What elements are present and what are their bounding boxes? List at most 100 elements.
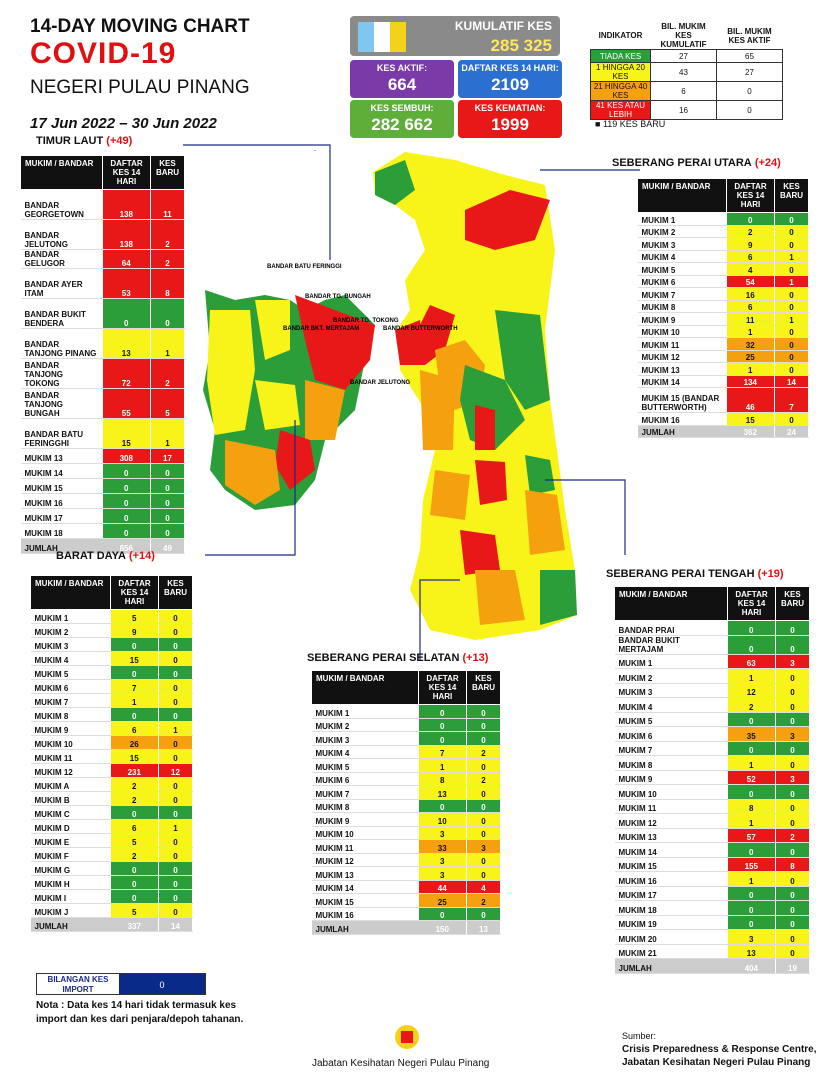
daftar-value: 134	[726, 375, 775, 388]
mukim-name: MUKIM 20	[614, 929, 728, 945]
baru-value: 0	[158, 707, 193, 722]
mukim-name: MUKIM 3	[637, 237, 727, 251]
mukim-name: MUKIM 11	[30, 749, 111, 764]
baru-value: 0	[774, 412, 809, 426]
baru-value: 0	[158, 665, 193, 680]
footer-agency: Jabatan Kesihatan Negeri Pulau Pinang	[312, 1058, 490, 1069]
new-cases-text: 119 KES BARU	[602, 119, 666, 129]
baru-value: 0	[775, 784, 810, 800]
mukim-name: MUKIM 3	[311, 731, 419, 746]
daftar-value: 0	[102, 298, 151, 329]
indicator-aktif: 27	[716, 62, 783, 82]
baru-value: 0	[150, 298, 185, 329]
table-row: BANDAR BUKIT BENDERA 0 0	[20, 298, 185, 329]
mukim-name: MUKIM 4	[30, 651, 111, 666]
mukim-name: MUKIM 4	[311, 745, 419, 759]
daftar-value: 1	[726, 362, 775, 376]
mukim-name: MUKIM 18	[20, 523, 103, 539]
baru-value: 1	[774, 275, 809, 288]
mukim-name: MUKIM 14	[614, 842, 728, 858]
mukim-name: MUKIM 10	[311, 826, 419, 840]
mukim-name: MUKIM 15	[614, 857, 728, 872]
daftar-value: 8	[418, 772, 467, 786]
daftar-value: 64	[102, 249, 151, 269]
col-mukim-header: MUKIM / BANDAR	[20, 155, 103, 190]
jata-emblem-icon	[395, 1025, 419, 1049]
daftar-value: 10	[418, 812, 467, 827]
daftar-value: 0	[102, 508, 151, 524]
baru-value: 0	[774, 225, 809, 238]
chart-title-line1: 14-DAY MOVING CHART	[30, 16, 250, 37]
daftar-value: 54	[726, 275, 775, 288]
baru-value: 8	[775, 857, 810, 872]
baru-value: 0	[774, 212, 809, 226]
daftar-value: 7	[110, 679, 159, 694]
table-row: MUKIM 11 8 0	[614, 799, 810, 814]
sps-table: MUKIM / BANDAR DAFTAR KES 14 HARI KES BARU…	[311, 670, 501, 935]
baru-value: 0	[158, 777, 193, 792]
daftar-value: 138	[102, 189, 151, 220]
mukim-name: MUKIM 11	[614, 799, 728, 814]
mukim-name: MUKIM 13	[311, 866, 419, 881]
daftar-value: 5	[110, 609, 159, 624]
daftar-value: 4	[726, 262, 775, 276]
daftar-value: 0	[727, 842, 776, 858]
baru-value: 0	[775, 915, 810, 930]
baru-value: 14	[774, 375, 809, 388]
map-label-bkt-mertajam: BANDAR BKT. MERTAJAM	[283, 326, 359, 332]
mukim-name: MUKIM 14	[20, 463, 103, 479]
mukim-name: MUKIM 5	[614, 712, 728, 727]
table-row: MUKIM 12 231 12	[30, 763, 193, 778]
daftar-value: 15	[110, 749, 159, 764]
kes-aktif-box: KES AKTIF: 664	[350, 60, 454, 98]
daftar-value: 6	[726, 250, 775, 263]
mukim-name: MUKIM 4	[614, 697, 728, 713]
mukim-name: MUKIM 18	[614, 900, 728, 916]
mukim-name: MUKIM 7	[311, 785, 419, 800]
indicator-kumulatif: 43	[650, 62, 717, 82]
table-row: MUKIM 10 1 0	[637, 325, 809, 338]
mukim-name: MUKIM E	[30, 833, 111, 848]
daftar-14-value: 2109	[491, 75, 529, 94]
daftar-value: 0	[110, 861, 159, 876]
baru-value: 0	[150, 508, 185, 524]
daftar-value: 33	[418, 839, 467, 854]
table-row: MUKIM 16 1 0	[614, 871, 810, 887]
baru-value: 0	[158, 875, 193, 890]
table-row: MUKIM 7 16 0	[637, 287, 809, 301]
daftar-value: 0	[418, 799, 467, 813]
table-row: BANDAR JELUTONG 138 2	[20, 219, 185, 250]
mukim-name: MUKIM 17	[20, 508, 103, 524]
mukim-name: MUKIM 16	[637, 412, 727, 426]
baru-value: 11	[150, 189, 185, 220]
mukim-name: MUKIM 16	[614, 871, 728, 887]
daftar-value: 1	[418, 758, 467, 773]
indicator-row: 41 KES ATAU LEBIH 16 0	[590, 100, 783, 120]
map-label-tg-tokong: BANDAR TG. TOKONG	[333, 318, 399, 324]
daftar-value: 0	[102, 463, 151, 479]
indicator-label: TIADA KES	[590, 49, 651, 63]
baru-value: 0	[774, 325, 809, 338]
baru-value: 0	[775, 929, 810, 945]
mukim-name: BANDAR BUKIT BENDERA	[20, 298, 103, 329]
mukim-name: MUKIM 6	[311, 772, 419, 786]
baru-value: 2	[775, 828, 810, 843]
daftar-value: 7	[418, 745, 467, 759]
col-baru-header: KES BARU	[150, 155, 185, 190]
daftar-value: 1	[726, 325, 775, 338]
mukim-name: BANDAR GEORGETOWN	[20, 189, 103, 220]
mukim-name: BANDAR PRAI	[614, 620, 728, 636]
mukim-name: BANDAR JELUTONG	[20, 219, 103, 250]
table-row: MUKIM 15 (BANDAR BUTTERWORTH) 46 7	[637, 387, 809, 413]
baru-value: 0	[158, 735, 193, 750]
baru-value: 0	[466, 907, 501, 921]
col-mukim-header: MUKIM / BANDAR	[637, 178, 727, 213]
footnote: Nota : Data kes 14 hari tidak termasuk k…	[36, 1000, 244, 1025]
table-row: MUKIM 10 0 0	[614, 784, 810, 800]
